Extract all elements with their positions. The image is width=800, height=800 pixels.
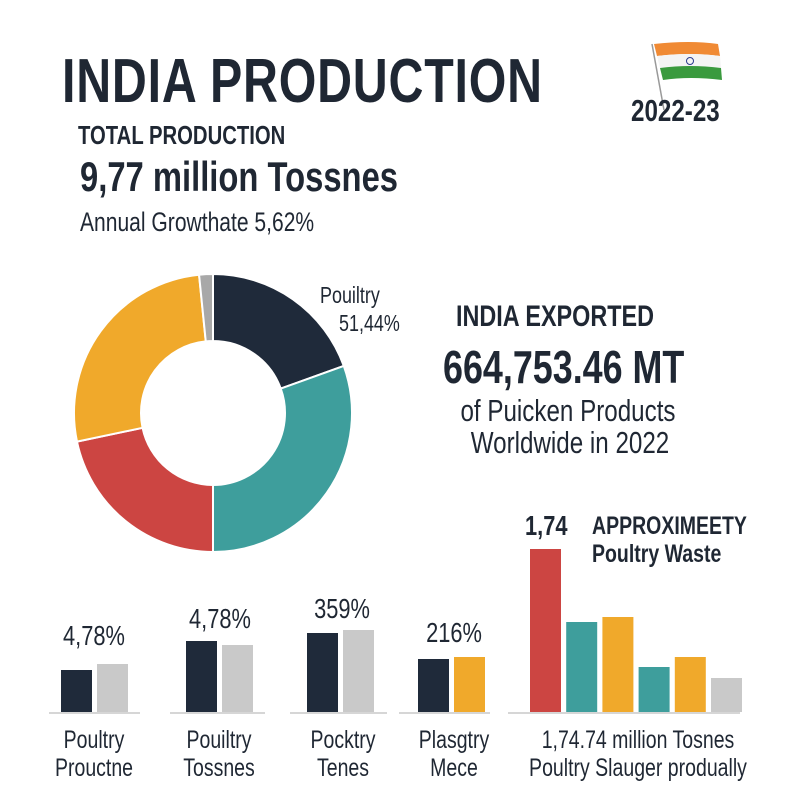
growth-rate: Annual Growthate 5,62% [80, 207, 315, 237]
bar [186, 641, 217, 712]
bar-value-label: 4,78% [189, 603, 251, 634]
waste-label-2: Poultry Slauger produally [529, 754, 747, 782]
waste-title-1: APPROXIMEETY [592, 512, 747, 540]
bar-group-label: Tossnes [183, 754, 255, 782]
donut-slice [75, 426, 214, 554]
bar [454, 657, 485, 712]
bar [222, 645, 253, 712]
donut-slice [212, 364, 353, 554]
waste-title-2: Poultry Waste [592, 540, 722, 568]
donut-annotation-value: 51,44% [339, 310, 400, 336]
page-title: INDIA PRODUCTION [62, 47, 543, 116]
bar [418, 659, 449, 712]
waste-label-1: 1,74.74 million Tosnes [541, 726, 735, 754]
waste-bar [711, 678, 742, 712]
bar-group-label: Plasgtry [418, 726, 490, 754]
export-line-2: Worldwide in 2022 [470, 425, 670, 460]
waste-value-label: 1,74 [525, 510, 568, 541]
bar [307, 633, 338, 712]
bar [343, 630, 374, 712]
bar-value-label: 216% [426, 617, 482, 648]
waste-bar [674, 657, 706, 712]
waste-bar [638, 667, 670, 712]
bar-value-label: 4,78% [63, 620, 125, 651]
bar [61, 670, 92, 712]
export-line-1: of Puicken Products [460, 393, 676, 428]
donut-annotation-label: Pouiltry [320, 282, 380, 308]
bar-group-label: Tenes [316, 754, 370, 782]
bar [97, 664, 128, 712]
bar-group-label: Poultry [63, 726, 125, 754]
donut-slice [73, 273, 207, 443]
waste-bar [530, 549, 561, 712]
year-label: 2022-23 [631, 93, 720, 128]
bar-group-label: Pouiltry [186, 726, 252, 754]
waste-bar [602, 617, 634, 712]
waste-bar [566, 622, 598, 712]
export-value: 664,753.46 MT [443, 341, 685, 393]
donut-slice [212, 272, 346, 390]
bar-group-label: Prouctne [54, 754, 134, 782]
bar-value-label: 359% [314, 593, 370, 624]
bar-group-label: Pocktry [310, 726, 376, 754]
bar-group-label: Mece [430, 754, 478, 782]
export-heading: INDIA EXPORTED [456, 300, 655, 333]
total-production-label: TOTAL PRODUCTION [78, 120, 286, 150]
donut-slice [197, 272, 214, 343]
total-production-value: 9,77 million Tossnes [80, 153, 399, 200]
